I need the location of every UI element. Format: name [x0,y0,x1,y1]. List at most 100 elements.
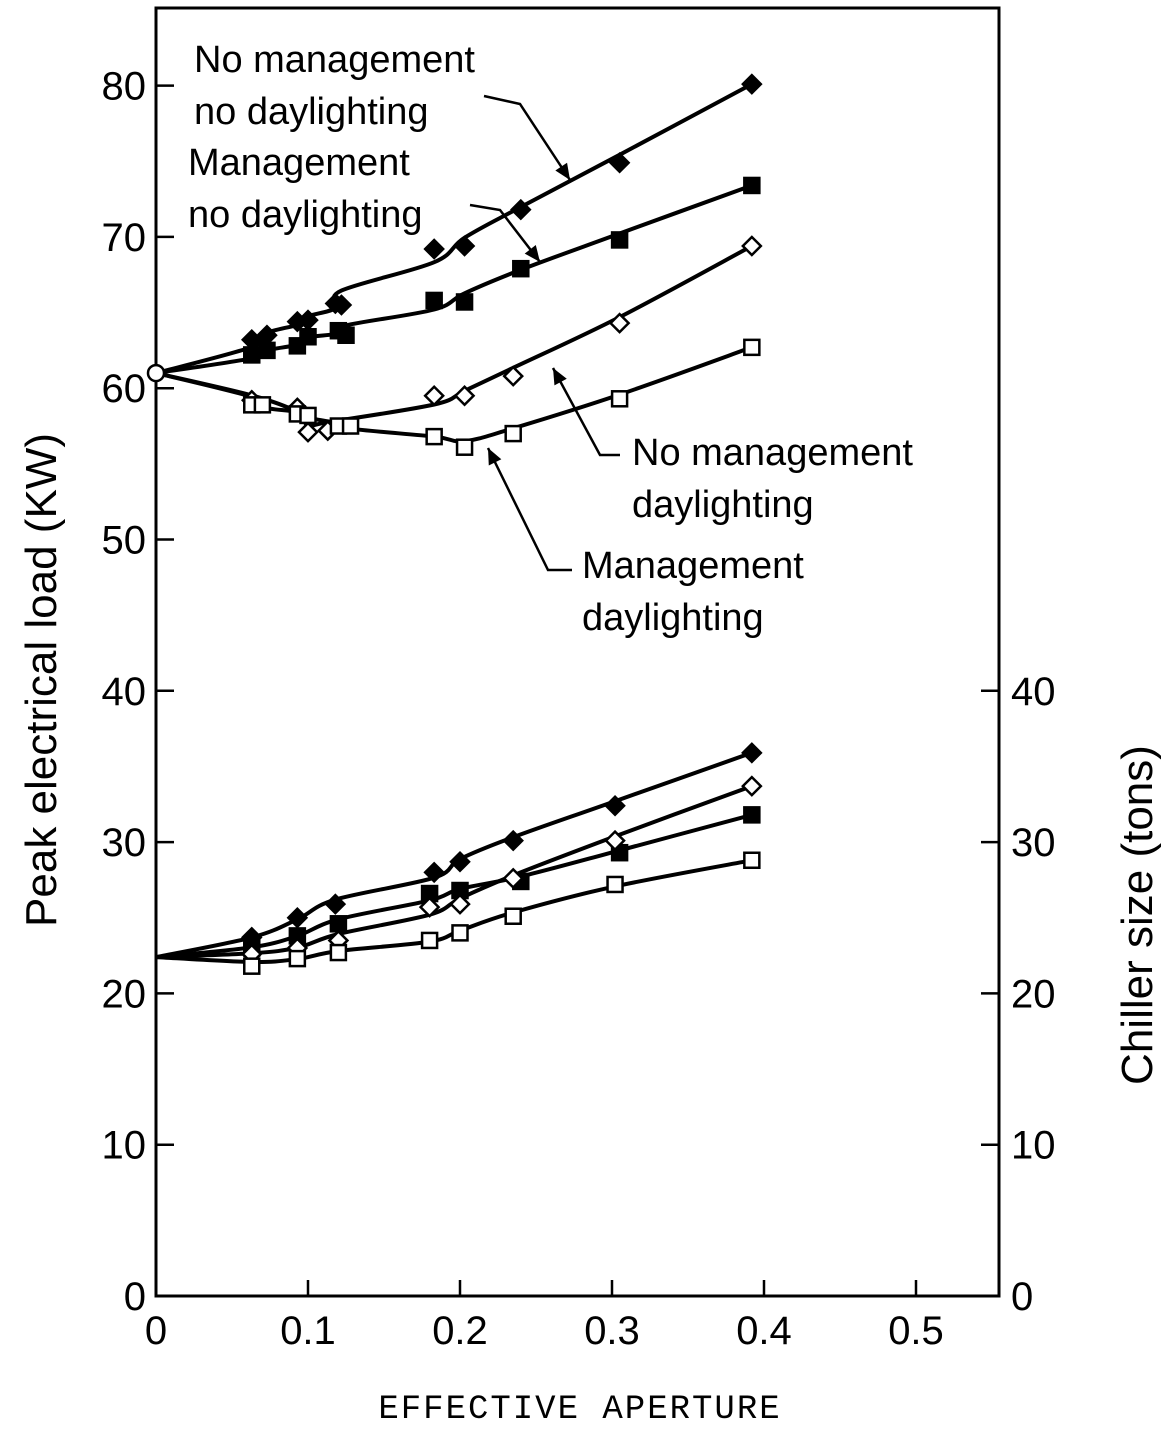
data-point [502,829,524,852]
data-point [330,294,353,316]
data-point [286,906,309,929]
data-point [512,259,530,278]
data-point [425,291,443,310]
series-line-electrical-2 [155,244,753,429]
data-point [337,326,355,344]
annotation-text: no daylighting [188,194,423,236]
arrowhead [524,245,540,262]
annotation-text: No management [194,39,475,81]
y-tick-label: 70 [102,216,147,260]
data-point [608,312,631,334]
marker-layer [146,73,763,975]
annotation-leader [483,94,572,181]
data-point [253,396,272,414]
data-point [420,931,439,950]
data-point [288,949,307,968]
y2-tick-label: 40 [1011,670,1056,714]
data-point [510,198,532,221]
origin-point [146,363,166,383]
annotation-text: daylighting [632,484,814,526]
data-point [297,421,319,443]
annotation-0: No management no daylighting [194,39,572,181]
annotation-text: Management [582,545,804,587]
x-tick-label: 0.3 [584,1309,640,1353]
annotation-layer: No management no daylighting Management no … [188,39,913,639]
data-point [743,806,761,824]
data-point [423,384,445,407]
y2-tick-label: 30 [1011,821,1056,865]
data-point [258,341,276,360]
y2-axis-title: Chiller size (tons) [1113,745,1162,1085]
data-point [608,151,631,174]
y-tick-label: 40 [102,670,147,714]
annotation-text: no daylighting [194,91,429,133]
data-point [418,896,441,918]
data-point [743,851,761,870]
data-point [502,365,524,387]
data-point [604,829,626,852]
annotation-text: daylighting [582,597,764,639]
data-point [449,893,471,915]
x-tick-label: 0.1 [280,1309,336,1353]
y2-tick-label: 20 [1011,972,1056,1016]
tick-layer: 0 0.1 0.2 0.3 0.4 0.5 0 10 20 30 40 50 60 70 80 0 10 20 30… [102,65,1056,1353]
y-tick-label: 0 [124,1275,146,1319]
data-point [610,390,629,408]
x-tick-label: 0 [145,1309,167,1353]
annotation-text: No management [632,432,913,474]
x-tick-label: 0.2 [432,1309,488,1353]
annotation-leader [469,203,541,263]
data-point [329,943,348,962]
y2-tick-label: 0 [1011,1275,1033,1319]
x-tick-label: 0.4 [736,1309,792,1353]
data-point [451,924,469,942]
data-point [743,176,761,195]
y2-tick-label: 10 [1011,1124,1056,1168]
data-point [243,957,261,975]
plot-frame [154,6,1001,1298]
annotation-3: Management daylighting [486,447,804,639]
data-point [455,438,474,456]
annotation-2: No management daylighting [551,367,913,526]
y-axis-title: Peak electrical load (KW) [17,433,66,927]
arrowhead [488,448,502,466]
y-tick-label: 60 [102,367,147,411]
data-point [610,231,629,249]
annotation-text: Management [188,142,410,184]
y-tick-label: 20 [102,972,147,1016]
data-point [423,238,445,260]
data-point [502,867,524,890]
data-point [504,907,522,925]
data-point [741,775,763,797]
data-point [423,861,445,884]
arrowhead [553,368,567,386]
data-point [741,742,763,764]
data-point [453,384,476,407]
data-point [329,915,348,933]
y-tick-label: 10 [102,1124,147,1168]
data-point [341,417,360,435]
arrowhead [555,162,570,180]
data-point [299,406,317,425]
y-tick-label: 30 [102,821,147,865]
data-point [299,328,317,346]
y-tick-label: 80 [102,65,147,109]
x-axis-title: EFFECTIVE APERTURE [378,1391,781,1429]
x-tick-label: 0.5 [888,1309,944,1353]
annotation-1: Management no daylighting [188,142,541,263]
data-point [743,338,761,357]
data-point [324,893,347,915]
data-point [425,427,443,446]
data-point [449,851,471,873]
data-point [606,875,624,894]
data-point [453,235,476,257]
annotation-leader [486,447,572,572]
data-point [741,73,763,95]
y-tick-label: 50 [102,519,147,563]
data-point [604,795,626,817]
data-point [455,293,474,311]
data-point [741,235,763,257]
data-point [243,346,261,364]
data-point [504,424,522,443]
